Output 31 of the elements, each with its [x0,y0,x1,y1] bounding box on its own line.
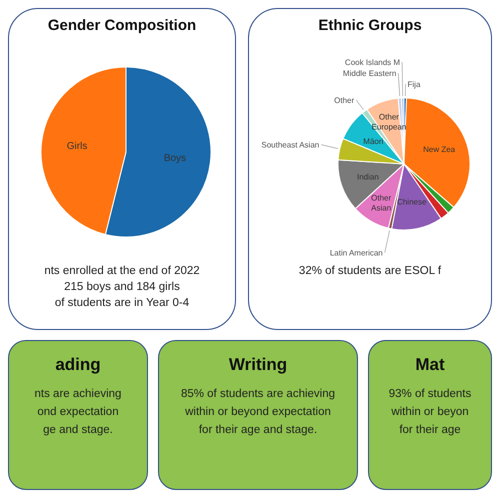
text: 85% of students are achieving [180,387,336,402]
slice-label: Cook Islands M [344,58,400,68]
slice-label: Other Asian [371,194,392,213]
chart-title: Ethnic Groups [317,17,423,36]
text: Writing [228,355,288,375]
slice-label: Latin American [330,248,383,258]
text: within or beyon [390,405,470,420]
text: Mat [414,355,446,375]
slice-label: Girls [66,140,88,152]
slice-label: Indian [357,172,379,182]
text: 32% of students are ESOL f [298,264,442,279]
chart-title: Gender Composition [46,17,198,36]
text: ading [54,355,102,375]
text: ge and stage. [42,423,114,438]
text: 215 boys and 184 girls [63,280,181,295]
text: of students are in Year 0-4 [54,296,190,311]
text: nts enrolled at the end of 2022 [43,264,201,279]
slice-label: Chinese [397,197,427,206]
slice-label: Middle Eastern [342,69,396,78]
text: for their age [398,423,462,438]
slice-label: Other [334,96,354,105]
slice-label: Fija [408,80,421,90]
text: 93% of students [388,387,472,402]
slice-label: Māori [363,137,384,146]
text: within or beyond expectation [184,405,332,420]
text: ond expectation [36,405,120,420]
text: nts are achieving [34,387,122,402]
slice-label: Boys [164,153,186,164]
slice-label: Southeast Asian [261,140,320,150]
slice-label: New Zea [423,144,456,154]
text: for their age and stage. [198,423,318,438]
